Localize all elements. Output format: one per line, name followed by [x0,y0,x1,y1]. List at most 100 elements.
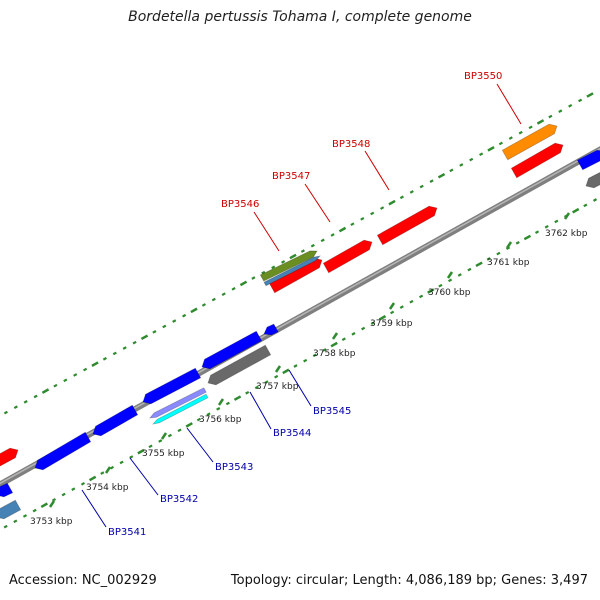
gene-label-leader [304,183,331,223]
gene-label-bp3543[interactable]: BP3543 [215,462,253,473]
lower-tick [448,278,453,283]
upper-tick [300,249,305,253]
gene-label-bp3547[interactable]: BP3547 [272,171,310,182]
accession-text: Accession: NC_002929 [9,573,157,588]
gene-feature [0,447,19,467]
upper-tick [281,260,286,264]
upper-tick [23,400,28,404]
gene-label-leader [496,83,522,125]
gene-label-leader [129,457,159,496]
upper-tick [330,233,335,237]
lower-tick [61,492,66,497]
gene-label-bp3546[interactable]: BP3546 [221,199,259,210]
lower-tick [206,412,211,417]
upper-tick [231,286,236,291]
lower-tick [88,475,97,482]
upper-tick [338,226,347,233]
upper-tick [190,307,198,314]
gene-feature-edge [149,387,207,419]
lower-tick [264,380,269,384]
upper-tick [528,125,533,130]
kbp-label: 3760 kbp [428,288,471,298]
upper-tick [221,292,226,296]
upper-tick [33,394,38,399]
upper-tick [419,184,424,189]
upper-tick [261,270,266,275]
upper-tick [558,109,563,113]
gene-feature [263,255,322,287]
gene-feature-body [153,394,208,424]
upper-tick [508,136,513,140]
label-leaders [81,83,522,528]
gene-feature [34,431,92,471]
gene-feature-edge [151,393,209,425]
kbp-label: 3755 kbp [142,449,185,459]
gene-feature-body [208,345,271,385]
backbone-highlight [0,147,600,485]
upper-tick [536,119,545,125]
gene-label-leader [186,427,214,463]
gene-label-bp3550[interactable]: BP3550 [464,71,502,82]
kbp-label: 3759 kbp [370,319,413,329]
map-title: Bordetella pertussis Tohama I, complete … [128,9,472,25]
gene-label-bp3544[interactable]: BP3544 [273,428,311,439]
gene-label-bp3545[interactable]: BP3545 [313,406,351,417]
lower-tick [330,341,338,348]
lower-tick [438,283,443,288]
lower-tick [515,241,520,245]
lower-tick [148,444,153,449]
lower-tick [592,198,598,202]
kbp-major-tick [505,241,513,249]
gene-features [0,123,600,520]
gene-feature-body [586,172,600,188]
upper-tick [251,276,256,280]
upper-tick [91,361,99,367]
upper-tick [310,243,315,248]
lower-tick [293,364,298,368]
lower-tick [361,326,366,331]
gene-feature [585,171,600,189]
kbp-major-tick [217,398,225,406]
gene-feature-body [260,250,317,282]
gene-feature-edge [322,239,373,274]
lower-tick [341,337,346,342]
gene-label-bp3541[interactable]: BP3541 [108,527,146,538]
kbp-major-tick [160,432,168,440]
gene-feature-edge [259,250,318,282]
gene-feature [259,250,318,282]
upper-tick [388,199,396,206]
gene-label-leader [364,150,390,191]
gene-feature-edge [510,142,564,179]
kbp-major-tick [563,212,571,220]
lower-tick [100,471,105,475]
gene-feature [207,344,272,386]
kbp-major-tick [274,365,282,373]
gene-feature-edge [142,367,202,405]
upper-tick [568,103,573,108]
upper-tick [518,130,523,135]
lower-tick [583,203,588,208]
lower-tick [312,353,317,358]
lower-tick [554,219,559,224]
gene-feature-body [377,206,437,245]
lower-tick [233,395,242,401]
gene-label-bp3542[interactable]: BP3542 [160,494,198,505]
lower-tick [196,417,201,422]
genome-backbone [0,146,600,488]
lower-tick [225,401,230,406]
gene-feature-edge [207,344,272,386]
upper-tick [162,324,167,329]
upper-tick [578,98,583,103]
gene-feature-edge [376,205,438,246]
gene-feature-edge [34,431,92,471]
gene-feature [376,205,438,246]
lower-tick [467,267,472,272]
lower-tick [3,524,8,529]
lower-tick [109,465,114,470]
gene-label-bp3548[interactable]: BP3548 [332,139,370,150]
gene-feature-body [577,150,600,170]
kbp-major-tick [388,302,396,310]
kbp-label: 3754 kbp [86,483,129,493]
upper-tick [498,141,503,146]
